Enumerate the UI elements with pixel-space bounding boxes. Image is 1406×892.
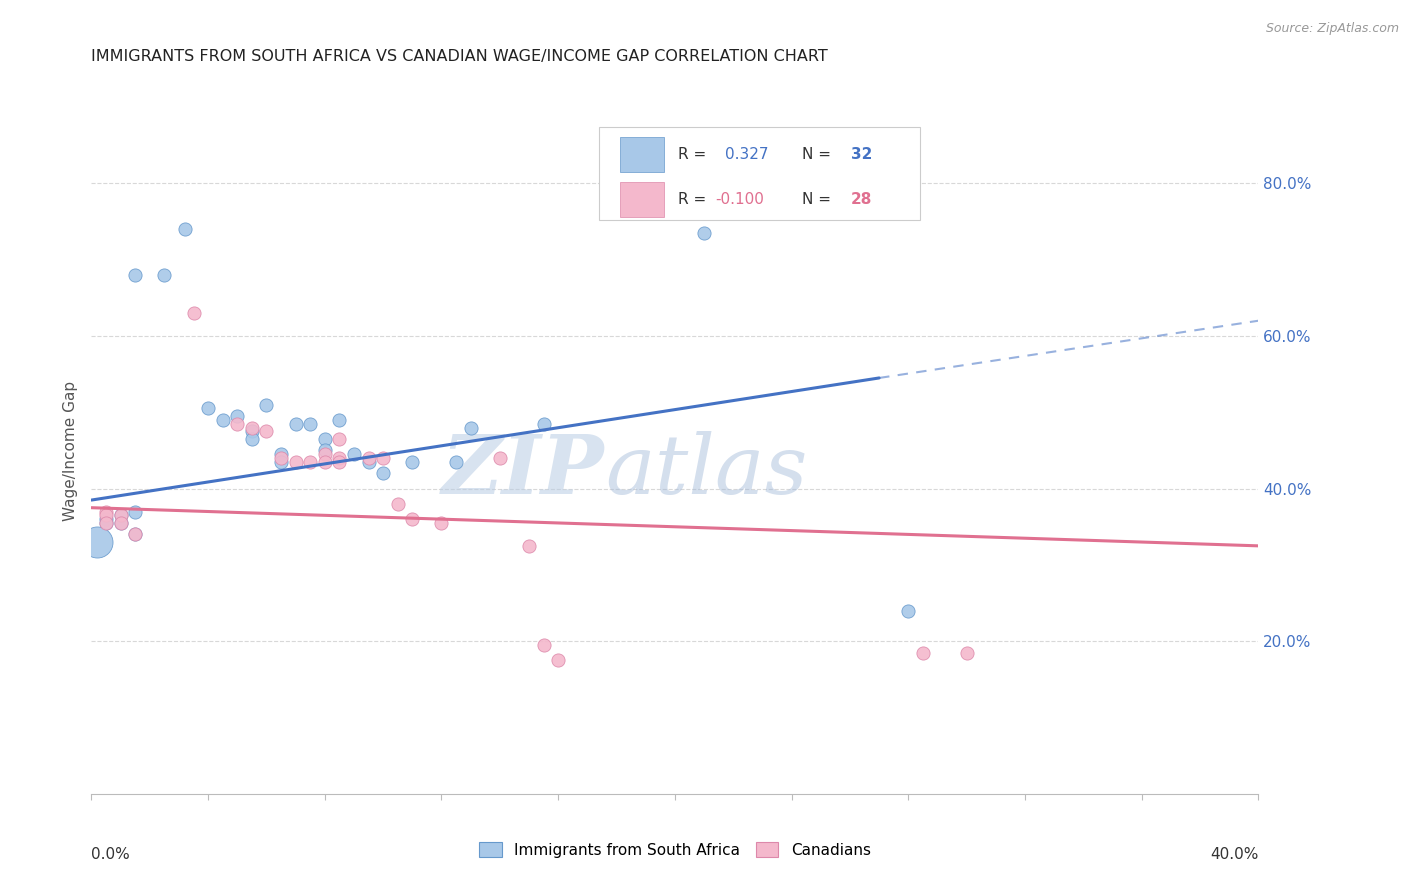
Point [94, 516, 117, 530]
Point [284, 417, 307, 431]
Point [124, 527, 146, 541]
FancyBboxPatch shape [620, 182, 665, 217]
Point [343, 447, 366, 461]
Point [387, 497, 409, 511]
Point [110, 508, 132, 523]
Point [430, 516, 453, 530]
Point [183, 306, 205, 320]
Point [299, 455, 322, 469]
Point [124, 527, 146, 541]
Point [270, 455, 292, 469]
Text: N =: N = [801, 192, 837, 207]
Legend: Immigrants from South Africa, Canadians: Immigrants from South Africa, Canadians [471, 834, 879, 865]
Point [94, 504, 117, 518]
Point [328, 413, 350, 427]
Point [401, 455, 423, 469]
Y-axis label: Wage/Income Gap: Wage/Income Gap [62, 380, 77, 521]
Point [357, 455, 380, 469]
Point [444, 455, 467, 469]
Point [284, 455, 307, 469]
Point [94, 508, 117, 523]
Point [124, 268, 146, 282]
Point [314, 447, 336, 461]
Point [86, 535, 108, 549]
Point [533, 638, 555, 652]
Point [226, 409, 249, 424]
Point [693, 226, 716, 240]
Point [94, 512, 117, 526]
FancyBboxPatch shape [620, 137, 665, 172]
Text: R =: R = [678, 147, 711, 162]
Point [124, 504, 146, 518]
Point [173, 222, 195, 236]
Text: 0.327: 0.327 [725, 147, 769, 162]
Point [197, 401, 219, 416]
Point [956, 646, 979, 660]
Point [460, 420, 482, 434]
Point [911, 646, 934, 660]
Point [371, 451, 394, 466]
Point [533, 417, 555, 431]
FancyBboxPatch shape [599, 127, 920, 219]
Point [110, 508, 132, 523]
Point [489, 451, 512, 466]
Point [270, 447, 292, 461]
Text: N =: N = [801, 147, 837, 162]
Point [328, 455, 350, 469]
Point [401, 512, 423, 526]
Point [314, 432, 336, 446]
Text: Source: ZipAtlas.com: Source: ZipAtlas.com [1265, 22, 1399, 36]
Point [371, 467, 394, 481]
Text: IMMIGRANTS FROM SOUTH AFRICA VS CANADIAN WAGE/INCOME GAP CORRELATION CHART: IMMIGRANTS FROM SOUTH AFRICA VS CANADIAN… [91, 49, 828, 64]
Point [897, 604, 920, 618]
Point [240, 432, 263, 446]
Point [547, 653, 569, 667]
Point [256, 425, 278, 439]
Point [314, 443, 336, 458]
Point [517, 539, 540, 553]
Point [211, 413, 233, 427]
Text: 28: 28 [851, 192, 873, 207]
Point [226, 417, 249, 431]
Text: R =: R = [678, 192, 711, 207]
Point [110, 516, 132, 530]
Text: ZIP: ZIP [443, 431, 605, 511]
Text: -0.100: -0.100 [716, 192, 765, 207]
Point [328, 432, 350, 446]
Point [110, 516, 132, 530]
Text: atlas: atlas [605, 431, 807, 511]
Point [314, 455, 336, 469]
Point [328, 451, 350, 466]
Point [256, 398, 278, 412]
Text: 32: 32 [851, 147, 873, 162]
Point [240, 425, 263, 439]
Point [240, 420, 263, 434]
Point [299, 417, 322, 431]
Point [357, 451, 380, 466]
Point [153, 268, 176, 282]
Point [270, 451, 292, 466]
Point [94, 516, 117, 530]
Text: 40.0%: 40.0% [1211, 847, 1258, 862]
Text: 0.0%: 0.0% [91, 847, 131, 862]
